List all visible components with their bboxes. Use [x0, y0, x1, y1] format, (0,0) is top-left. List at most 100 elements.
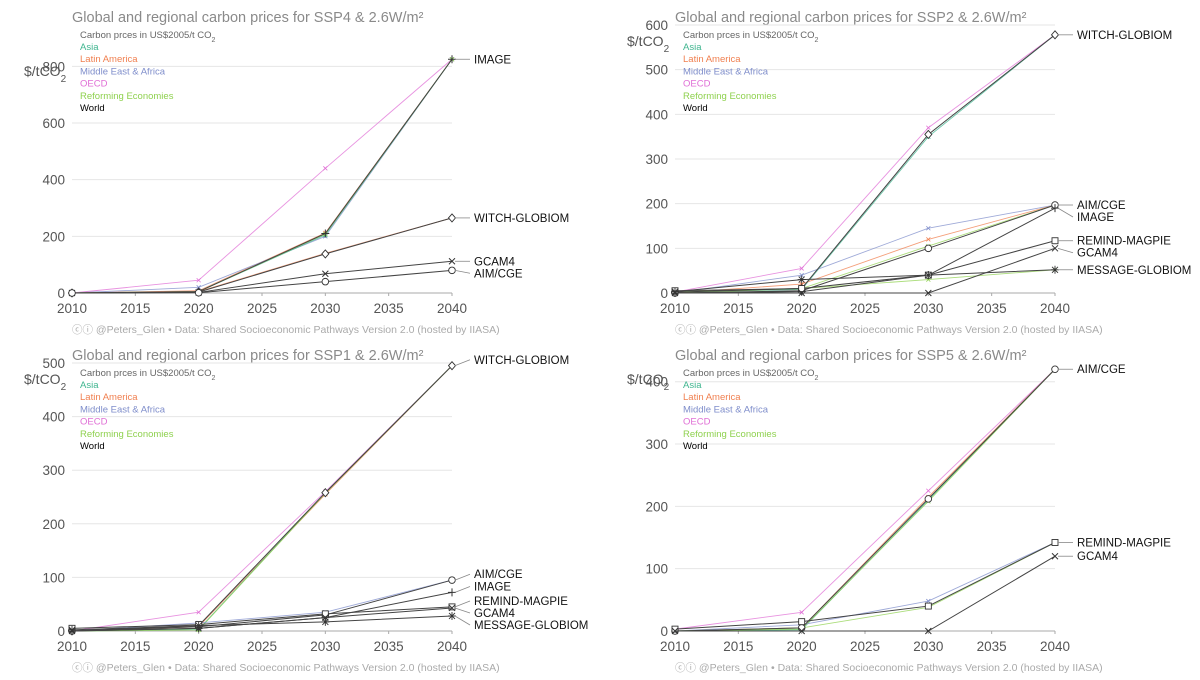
x-tick-label: 2015 — [120, 301, 150, 316]
data-point-region — [926, 598, 931, 604]
series-end-label: AIM/CGE — [474, 569, 523, 581]
data-point-world — [671, 627, 679, 635]
series-line-region — [71, 58, 453, 294]
y-tick-label: 0 — [660, 286, 668, 301]
series-line-region — [674, 269, 1056, 293]
legend-entry: OECD — [683, 79, 711, 90]
label-leader — [454, 586, 471, 593]
label-leader — [1057, 207, 1074, 218]
y-tick-label: 200 — [645, 499, 668, 514]
legend-entry: Reforming Economies — [683, 91, 777, 102]
legend-entry: Middle East & Africa — [683, 66, 769, 77]
x-tick-label: 2020 — [184, 639, 214, 654]
chart-panel: Global and regional carbon prices for SS… — [24, 348, 588, 674]
data-point-world — [321, 277, 330, 286]
series-end-label: IMAGE — [1077, 212, 1114, 224]
data-point-world — [448, 576, 456, 584]
data-point-world — [1051, 552, 1059, 560]
data-point-world — [924, 271, 933, 280]
x-tick-label: 2010 — [57, 639, 87, 654]
series-line-world — [71, 606, 453, 629]
data-point-region — [926, 237, 931, 242]
footer-source: • Data: Shared Socioeconomic Pathways Ve… — [771, 324, 1103, 336]
data-point-world — [321, 617, 330, 626]
chart-title: Global and regional carbon prices for SS… — [675, 348, 1027, 364]
series-end-label: REMIND-MAGPIE — [474, 596, 568, 608]
series-line-region — [674, 368, 1056, 632]
y-tick-label: 200 — [645, 197, 668, 212]
legend-entry: World — [80, 103, 105, 114]
x-tick-label: 2010 — [660, 639, 690, 654]
footer-source: • Data: Shared Socioeconomic Pathways Ve… — [771, 662, 1103, 674]
x-tick-label: 2035 — [374, 301, 404, 316]
series-line-world — [674, 269, 1056, 293]
y-tick-label: 400 — [645, 107, 668, 122]
label-leader — [454, 600, 471, 608]
data-point-world — [321, 610, 329, 618]
series-end-label: IMAGE — [474, 582, 511, 594]
y-tick-label: 400 — [42, 410, 65, 425]
chart-panel: Global and regional carbon prices for SS… — [627, 348, 1171, 674]
legend-entry: World — [683, 441, 708, 452]
data-point-world — [797, 275, 806, 284]
data-point-world — [1050, 30, 1060, 40]
series-end-label: WITCH-GLOBIOM — [474, 355, 569, 367]
y-tick-label: 500 — [42, 356, 65, 371]
x-tick-label: 2035 — [977, 639, 1007, 654]
data-point-world — [798, 627, 806, 635]
series-end-label: WITCH-GLOBIOM — [1077, 30, 1172, 42]
legend-entry: World — [683, 103, 708, 114]
legend-title: Carbon prces in US$2005/t CO2 — [80, 368, 215, 382]
series-line-region — [674, 204, 1056, 294]
data-point-region — [799, 272, 804, 278]
series-end-label: GCAM4 — [474, 608, 516, 620]
label-leader — [454, 615, 471, 626]
series-end-label: WITCH-GLOBIOM — [474, 213, 569, 225]
x-tick-label: 2025 — [247, 639, 277, 654]
data-point-world — [798, 285, 806, 292]
data-point-region — [196, 285, 201, 290]
y-tick-label: 300 — [645, 152, 668, 167]
x-tick-label: 2015 — [723, 301, 753, 316]
y-tick-label: 0 — [660, 624, 668, 639]
legend-entry: Asia — [683, 42, 702, 53]
footer-credit: ⓒⓘ @Peters_Glen — [72, 662, 165, 674]
x-tick-label: 2020 — [787, 301, 817, 316]
data-point-world — [68, 289, 76, 297]
data-point-region — [323, 166, 328, 171]
data-point-world — [448, 257, 456, 265]
series-end-label: MESSAGE-GLOBIOM — [474, 620, 588, 632]
series-line-region — [674, 542, 1056, 632]
data-point-world — [924, 244, 933, 253]
x-tick-label: 2035 — [374, 639, 404, 654]
data-point-world — [448, 588, 456, 597]
x-tick-label: 2025 — [850, 301, 880, 316]
x-tick-label: 2040 — [437, 301, 467, 316]
legend-entry: Reforming Economies — [683, 429, 777, 440]
x-tick-label: 2025 — [850, 639, 880, 654]
y-axis-label: $/tCO2 — [24, 371, 67, 393]
data-point-world — [924, 602, 932, 610]
legend-entry: Middle East & Africa — [80, 404, 166, 415]
data-point-world — [68, 625, 76, 634]
data-point-world — [1051, 237, 1059, 245]
data-point-world — [321, 270, 329, 278]
x-tick-label: 2040 — [1040, 301, 1070, 316]
data-point-world — [448, 604, 456, 612]
footer-credit: ⓒⓘ @Peters_Glen — [72, 324, 165, 336]
x-tick-label: 2010 — [57, 301, 87, 316]
data-point-world — [924, 495, 933, 503]
series-line-region — [674, 542, 1056, 632]
legend-entry: Latin America — [80, 54, 138, 65]
legend-entry: Asia — [80, 42, 99, 53]
series-line-world — [71, 269, 453, 294]
data-point-world — [924, 627, 932, 635]
series-line-region — [674, 204, 1056, 294]
data-point-world — [447, 213, 457, 223]
x-tick-label: 2035 — [977, 301, 1007, 316]
footer-credit: ⓒⓘ @Peters_Glen — [675, 324, 768, 336]
data-point-world — [924, 289, 932, 297]
series-line-world — [674, 240, 1056, 292]
legend-entry: Asia — [683, 380, 702, 391]
